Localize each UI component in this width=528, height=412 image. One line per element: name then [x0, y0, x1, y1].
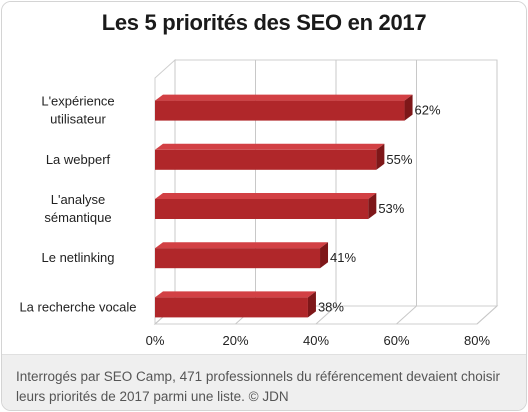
x-tick-label: 80%	[464, 333, 490, 348]
data-label: 53%	[378, 201, 404, 216]
category-label: La recherche vocale	[19, 299, 136, 314]
bar-end-face	[320, 242, 329, 269]
caption-box: Interrogés par SEO Camp, 471 professionn…	[2, 354, 526, 410]
bar-chart: 0% 20% 40% 60% 80% 62% L'expérience utilisateur…	[19, 58, 499, 348]
bar-end-face	[404, 94, 413, 121]
bar-end-face	[307, 291, 316, 318]
bar	[155, 248, 321, 269]
gridline-depth	[396, 305, 417, 325]
category-label-line: La recherche vocale	[19, 299, 136, 314]
caption-text: Interrogés par SEO Camp, 471 professionn…	[16, 369, 501, 404]
category-label-line: L'expérience	[41, 94, 114, 109]
category-label: L'expérience utilisateur	[41, 94, 114, 127]
category-label-line: sémantique	[44, 210, 111, 225]
gridline-depth	[315, 305, 337, 325]
chart-area: Les 5 priorités des SEO en 2017 0% 20% 40%…	[2, 2, 526, 354]
bar-top-face	[155, 291, 316, 298]
data-label: 62%	[415, 103, 441, 118]
bar-top-face	[155, 143, 385, 150]
category-label-line: La webperf	[46, 152, 111, 167]
bar	[155, 199, 369, 219]
data-label: 55%	[386, 152, 412, 167]
x-tick-label: 40%	[303, 333, 329, 348]
bar-end-face	[368, 193, 377, 219]
chart-title: Les 5 priorités des SEO en 2017	[101, 10, 427, 35]
bar-top-face	[155, 94, 413, 101]
bar-top-face	[155, 193, 377, 199]
category-label-line: utilisateur	[50, 112, 106, 127]
data-label: 41%	[330, 250, 356, 265]
category-label: La webperf	[46, 152, 111, 167]
bar-top-face	[155, 242, 329, 249]
gridline-depth	[476, 305, 498, 325]
bar-end-face	[376, 143, 385, 170]
x-tick-label: 0%	[146, 333, 165, 348]
x-tick-label: 20%	[222, 333, 248, 348]
data-label: 38%	[318, 299, 344, 314]
bar	[155, 100, 405, 121]
bar	[155, 297, 308, 318]
category-label-line: Le netlinking	[42, 250, 115, 265]
bar	[155, 149, 377, 170]
x-tick-label: 60%	[383, 333, 409, 348]
category-label: L'analyse sémantique	[44, 192, 111, 225]
category-label-line: L'analyse	[51, 192, 106, 207]
category-label: Le netlinking	[42, 250, 115, 265]
